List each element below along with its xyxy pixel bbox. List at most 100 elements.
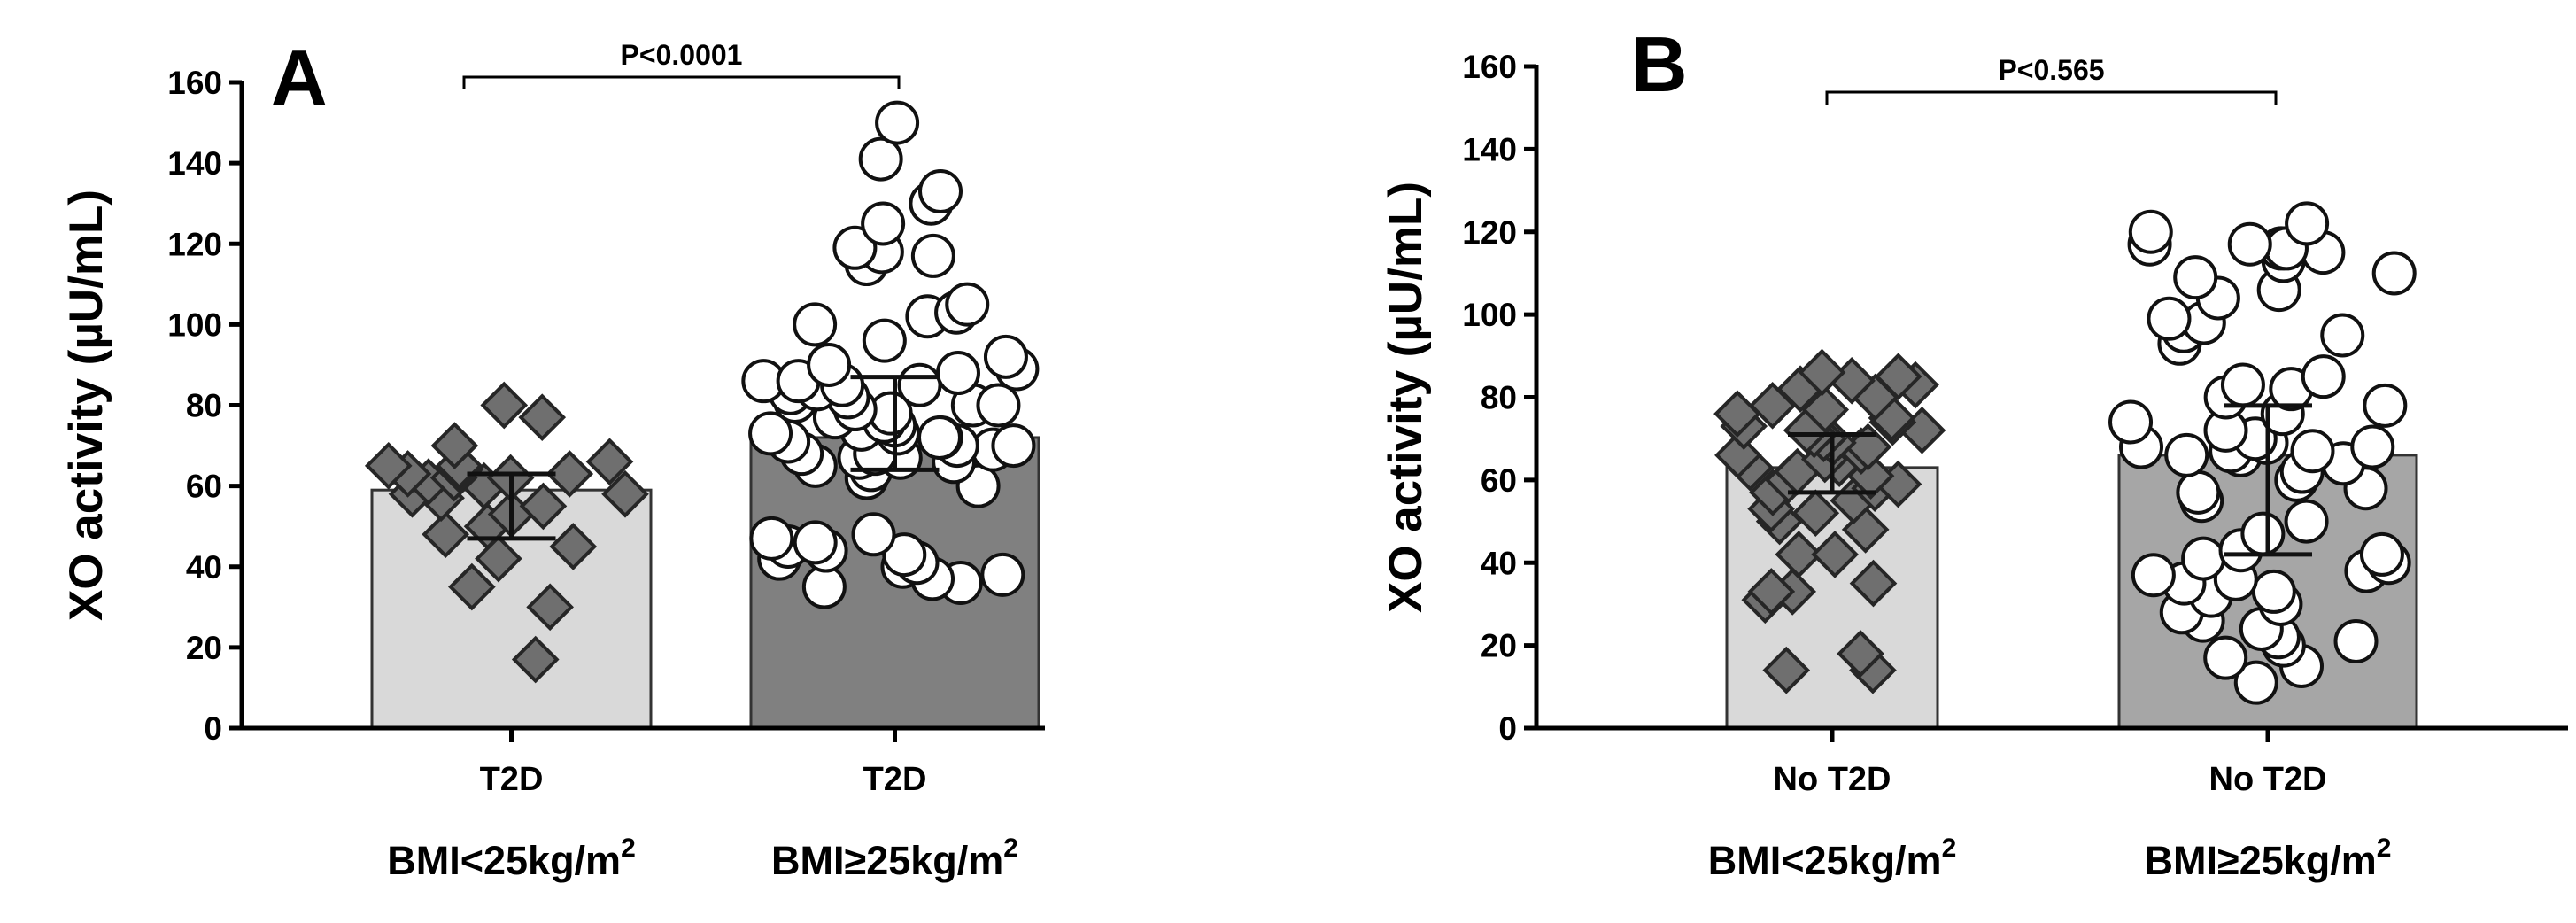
significance-bracket — [1825, 90, 2278, 105]
data-point — [1801, 385, 1850, 434]
data-point — [2320, 313, 2365, 358]
y-tick-label: 20 — [186, 630, 222, 666]
y-tick-label: 80 — [186, 388, 222, 424]
data-point — [807, 342, 852, 387]
data-point — [518, 393, 567, 441]
group-label-superscript: 2 — [2377, 834, 2392, 863]
data-point — [748, 411, 793, 456]
y-tick-label: 0 — [1498, 710, 1517, 747]
y-tick-label: 160 — [167, 65, 222, 101]
data-point — [991, 423, 1036, 469]
category-label: T2D — [480, 761, 544, 798]
data-point — [480, 381, 529, 430]
data-point — [1849, 559, 1898, 608]
group-label-text: BMI<25kg/m — [387, 838, 621, 883]
y-tick-label: 40 — [1481, 545, 1517, 581]
data-point — [2176, 469, 2221, 515]
data-point — [430, 422, 479, 469]
data-point — [549, 523, 598, 570]
data-point — [1775, 531, 1823, 578]
data-point — [519, 482, 568, 531]
data-point — [1837, 630, 1884, 678]
data-point — [858, 136, 903, 182]
data-point — [526, 583, 574, 632]
data-point — [917, 415, 962, 460]
data-point — [2181, 536, 2226, 581]
data-point — [2108, 399, 2154, 445]
y-tick-label: 60 — [186, 469, 222, 505]
data-point — [897, 362, 942, 407]
y-tick-label: 60 — [1481, 462, 1517, 499]
data-point — [2131, 553, 2176, 598]
data-point — [364, 442, 413, 490]
y-tick-label: 140 — [167, 145, 222, 182]
data-point — [882, 532, 927, 578]
data-point — [2164, 432, 2209, 477]
data-point — [422, 510, 469, 559]
data-point — [793, 302, 838, 347]
group-label-superscript: 2 — [621, 834, 636, 863]
data-point — [1798, 348, 1846, 397]
data-point — [2240, 511, 2286, 556]
y-tick-label: 80 — [1481, 380, 1517, 416]
data-point — [918, 169, 963, 214]
data-point — [2233, 660, 2278, 705]
y-axis-label: XO activity (µU/mL) — [1380, 182, 1432, 613]
data-point — [862, 318, 907, 363]
y-tick-label: 0 — [204, 710, 222, 747]
y-tick-label: 100 — [1462, 297, 1517, 333]
data-point — [793, 520, 838, 565]
data-point — [2290, 429, 2335, 474]
data-point — [1811, 531, 1859, 578]
data-point — [749, 516, 794, 561]
group-label: BMI≥25kg/m2 — [2145, 834, 2392, 883]
group-label-text: BMI≥25kg/m — [2145, 838, 2377, 883]
data-point — [976, 383, 1021, 428]
data-point — [511, 635, 560, 684]
data-point — [935, 351, 980, 396]
data-point — [910, 233, 955, 278]
category-label: T2D — [863, 761, 927, 798]
data-point — [1747, 568, 1796, 616]
points-group-1 — [364, 381, 649, 684]
data-point — [851, 512, 896, 557]
data-point — [2147, 296, 2192, 341]
group-label-superscript: 2 — [1942, 834, 1957, 863]
data-point — [2227, 221, 2272, 267]
y-tick-label: 20 — [1481, 628, 1517, 664]
data-point — [2359, 531, 2404, 577]
data-point — [861, 201, 906, 246]
panel-a: A XO activity (µU/mL) 0 20 40 60 80 100 120 140 16… — [60, 34, 1045, 883]
data-point — [1762, 646, 1811, 694]
data-point — [2350, 424, 2395, 469]
points-group-2 — [741, 100, 1040, 609]
y-tick-label: 100 — [167, 306, 222, 343]
group-label: BMI<25kg/m2 — [1708, 834, 1957, 883]
y-tick-label: 140 — [1462, 131, 1517, 167]
data-point — [1874, 353, 1922, 400]
data-point — [2285, 201, 2330, 246]
group-label-superscript: 2 — [1003, 834, 1018, 863]
data-point — [2173, 255, 2218, 300]
group-label: BMI<25kg/m2 — [387, 834, 636, 883]
panel-b: B XO activity (µU/mL) 0 20 40 60 80 100 120 140 16… — [1380, 20, 2568, 883]
data-point — [875, 100, 920, 145]
data-point — [2301, 354, 2346, 399]
y-tick-label: 120 — [167, 226, 222, 262]
panel-letter: A — [271, 34, 328, 121]
y-tick-label: 160 — [1462, 49, 1517, 85]
group-label-text: BMI≥25kg/m — [771, 838, 1003, 883]
data-point — [2251, 569, 2296, 614]
data-point — [2203, 635, 2248, 680]
significance-bracket — [462, 75, 901, 89]
category-label: No T2D — [2209, 761, 2327, 798]
data-point — [2284, 499, 2329, 544]
data-point — [2363, 383, 2408, 428]
y-tick-label: 40 — [186, 549, 222, 586]
data-point — [545, 450, 594, 498]
group-label-text: BMI<25kg/m — [1708, 838, 1942, 883]
data-point — [601, 469, 649, 518]
data-point — [980, 552, 1025, 597]
p-value-label: P<0.0001 — [621, 39, 743, 71]
